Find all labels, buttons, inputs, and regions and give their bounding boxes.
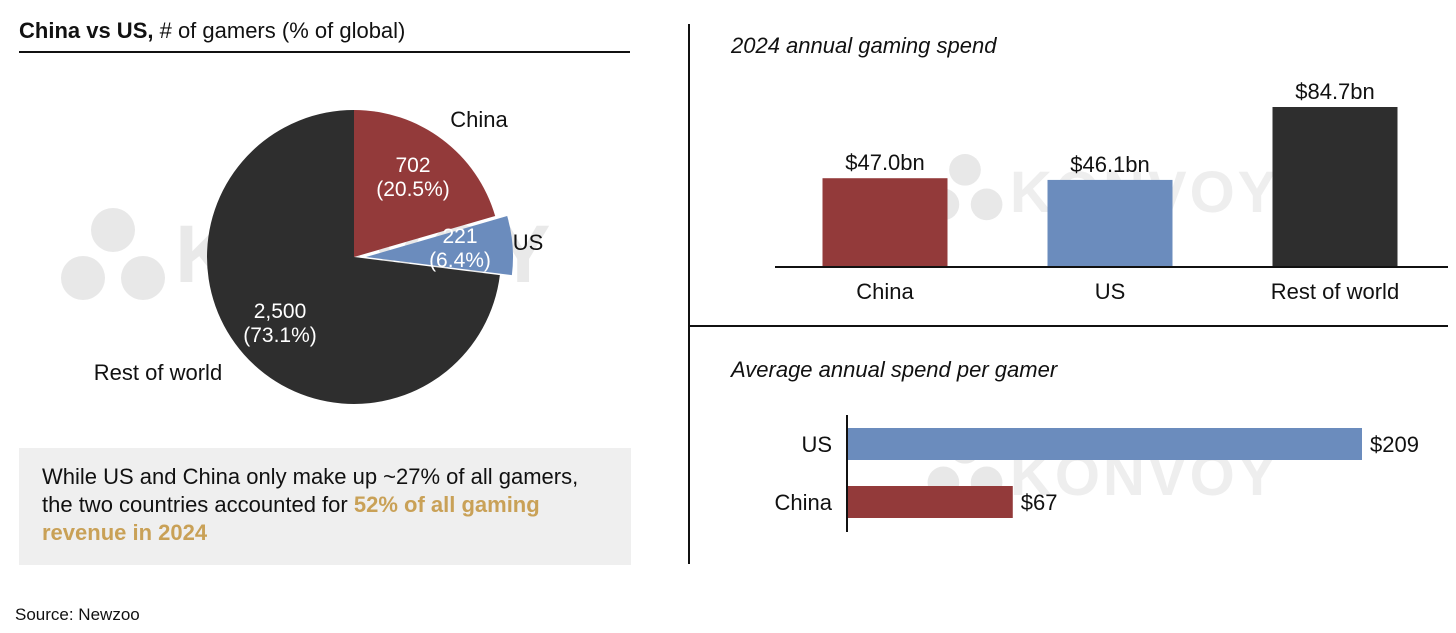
pie-category-label: Rest of world	[94, 360, 222, 385]
bar-category-label: Rest of world	[1271, 279, 1399, 304]
bar-rest-of-world	[1272, 107, 1398, 267]
bar-value-label: $84.7bn	[1295, 79, 1375, 104]
horizontal-divider	[690, 325, 1448, 327]
title-underline	[19, 51, 630, 53]
hbar-category-label: China	[775, 490, 833, 515]
callout-highlight: 52% of all gaming revenue in 2024	[42, 492, 540, 545]
vertical-divider	[688, 24, 690, 564]
bar-chart-title: 2024 annual gaming spend	[731, 33, 997, 58]
pie-category-label: US	[513, 230, 544, 255]
hbar-value-label: $67	[1021, 490, 1058, 515]
pie-pct-label: (6.4%)	[429, 249, 491, 272]
bar-us	[1047, 179, 1173, 267]
pie-value-label: 2,500	[254, 300, 307, 323]
pie-value-label: 702	[395, 154, 430, 177]
bar-chart: $47.0bn China $46.1bn US $84.7bn Rest of worl…	[775, 79, 1448, 304]
callout-text: While US and China only make up ~27% of …	[42, 464, 579, 545]
bar-china	[822, 178, 948, 267]
hbar-category-label: US	[801, 432, 832, 457]
bar-value-label: $46.1bn	[1070, 152, 1150, 177]
watermark-logo	[61, 208, 165, 300]
pie-category-label: China	[450, 107, 508, 132]
callout-box: While US and China only make up ~27% of …	[19, 448, 631, 565]
pie-pct-label: (73.1%)	[243, 324, 317, 347]
hbar-us	[848, 428, 1362, 460]
hbar-chart-title: Average annual spend per gamer	[731, 357, 1058, 382]
pie-value-label: 221	[442, 225, 477, 248]
hbar-value-label: $209	[1370, 432, 1419, 457]
pie-slice-china	[354, 110, 496, 257]
bar-category-label: China	[856, 279, 914, 304]
pie-chart-title: China vs US, # of gamers (% of global)	[19, 18, 406, 43]
pie-slice-rest-of-world	[206, 110, 500, 404]
bar-category-label: US	[1095, 279, 1126, 304]
hbar-china	[848, 486, 1013, 518]
pie-slice-us	[366, 216, 513, 276]
source-note: Source: Newzoo	[15, 605, 140, 624]
pie-pct-label: (20.5%)	[376, 178, 450, 201]
bar-value-label: $47.0bn	[845, 150, 925, 175]
hbar-chart: US $209 China $67	[775, 415, 1419, 532]
pie-chart: 702(20.5%) China 221(6.4%) US 2,500(73.1%) Re…	[94, 107, 544, 404]
